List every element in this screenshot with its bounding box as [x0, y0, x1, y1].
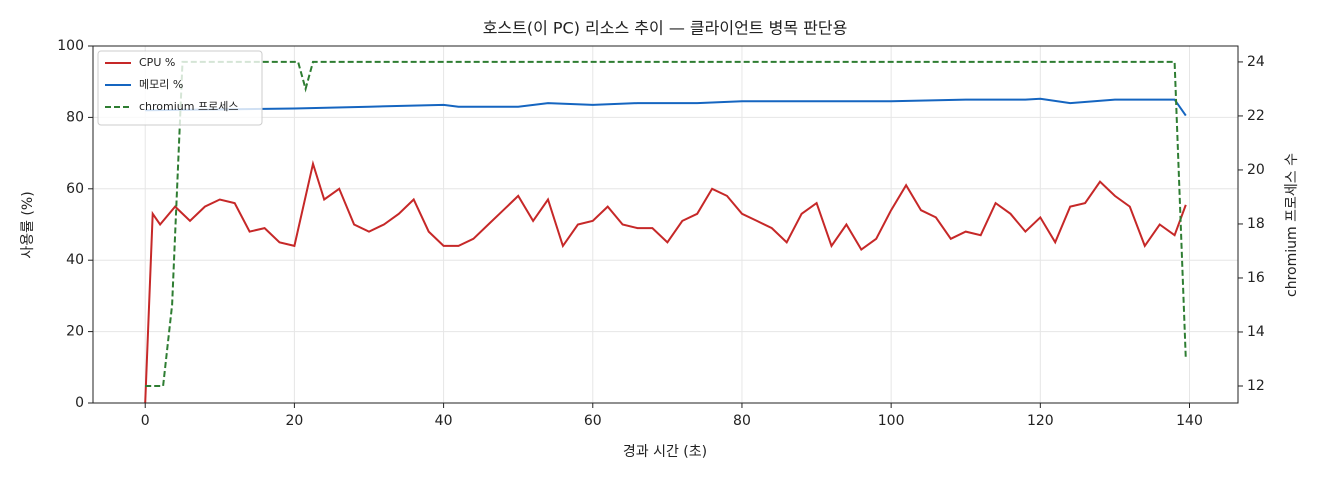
y2-tick-label: 18 — [1247, 216, 1265, 232]
y2-tick-label: 16 — [1247, 270, 1265, 286]
data-line — [145, 60, 1187, 387]
legend: CPU % 메모리 % chromium 프로세스 — [97, 50, 263, 126]
y-tick-label: 40 — [66, 252, 84, 268]
legend-label: chromium 프로세스 — [139, 100, 238, 113]
y-tick-label: 0 — [75, 395, 84, 411]
x-tick-label: 20 — [285, 413, 303, 429]
y2-tick-label: 20 — [1247, 162, 1265, 178]
x-tick-label: 60 — [584, 413, 602, 429]
y-axis-label: 사용률 (%) — [20, 191, 36, 258]
x-axis-label: 경과 시간 (초) — [623, 444, 707, 460]
y2-tick-label: 14 — [1247, 324, 1265, 340]
chart-title: 호스트(이 PC) 리소스 추이 — 클라이언트 병목 판단용 — [483, 19, 848, 38]
x-tick-label: 140 — [1176, 413, 1203, 429]
x-tick-label: 40 — [435, 413, 453, 429]
y-tick-label: 20 — [66, 324, 84, 340]
y-tick-label: 100 — [57, 38, 84, 54]
y-tick-label: 60 — [66, 181, 84, 197]
x-tick-label: 120 — [1027, 413, 1054, 429]
plot-frame — [92, 45, 1239, 404]
legend-label: CPU % — [139, 56, 175, 69]
x-tick-label: 100 — [878, 413, 905, 429]
y2-axis-label: chromium 프로세스 수 — [1284, 153, 1300, 297]
x-tick-label: 80 — [733, 413, 751, 429]
y-tick-label: 80 — [66, 109, 84, 125]
y2-tick-label: 22 — [1247, 108, 1265, 124]
legend-label: 메모리 % — [139, 78, 183, 91]
legend-box — [97, 50, 263, 126]
data-line — [145, 97, 1187, 117]
y2-tick-label: 12 — [1247, 378, 1265, 394]
data-line — [144, 159, 1187, 404]
x-tick-label: 0 — [141, 413, 150, 429]
y2-tick-label: 24 — [1247, 54, 1265, 70]
